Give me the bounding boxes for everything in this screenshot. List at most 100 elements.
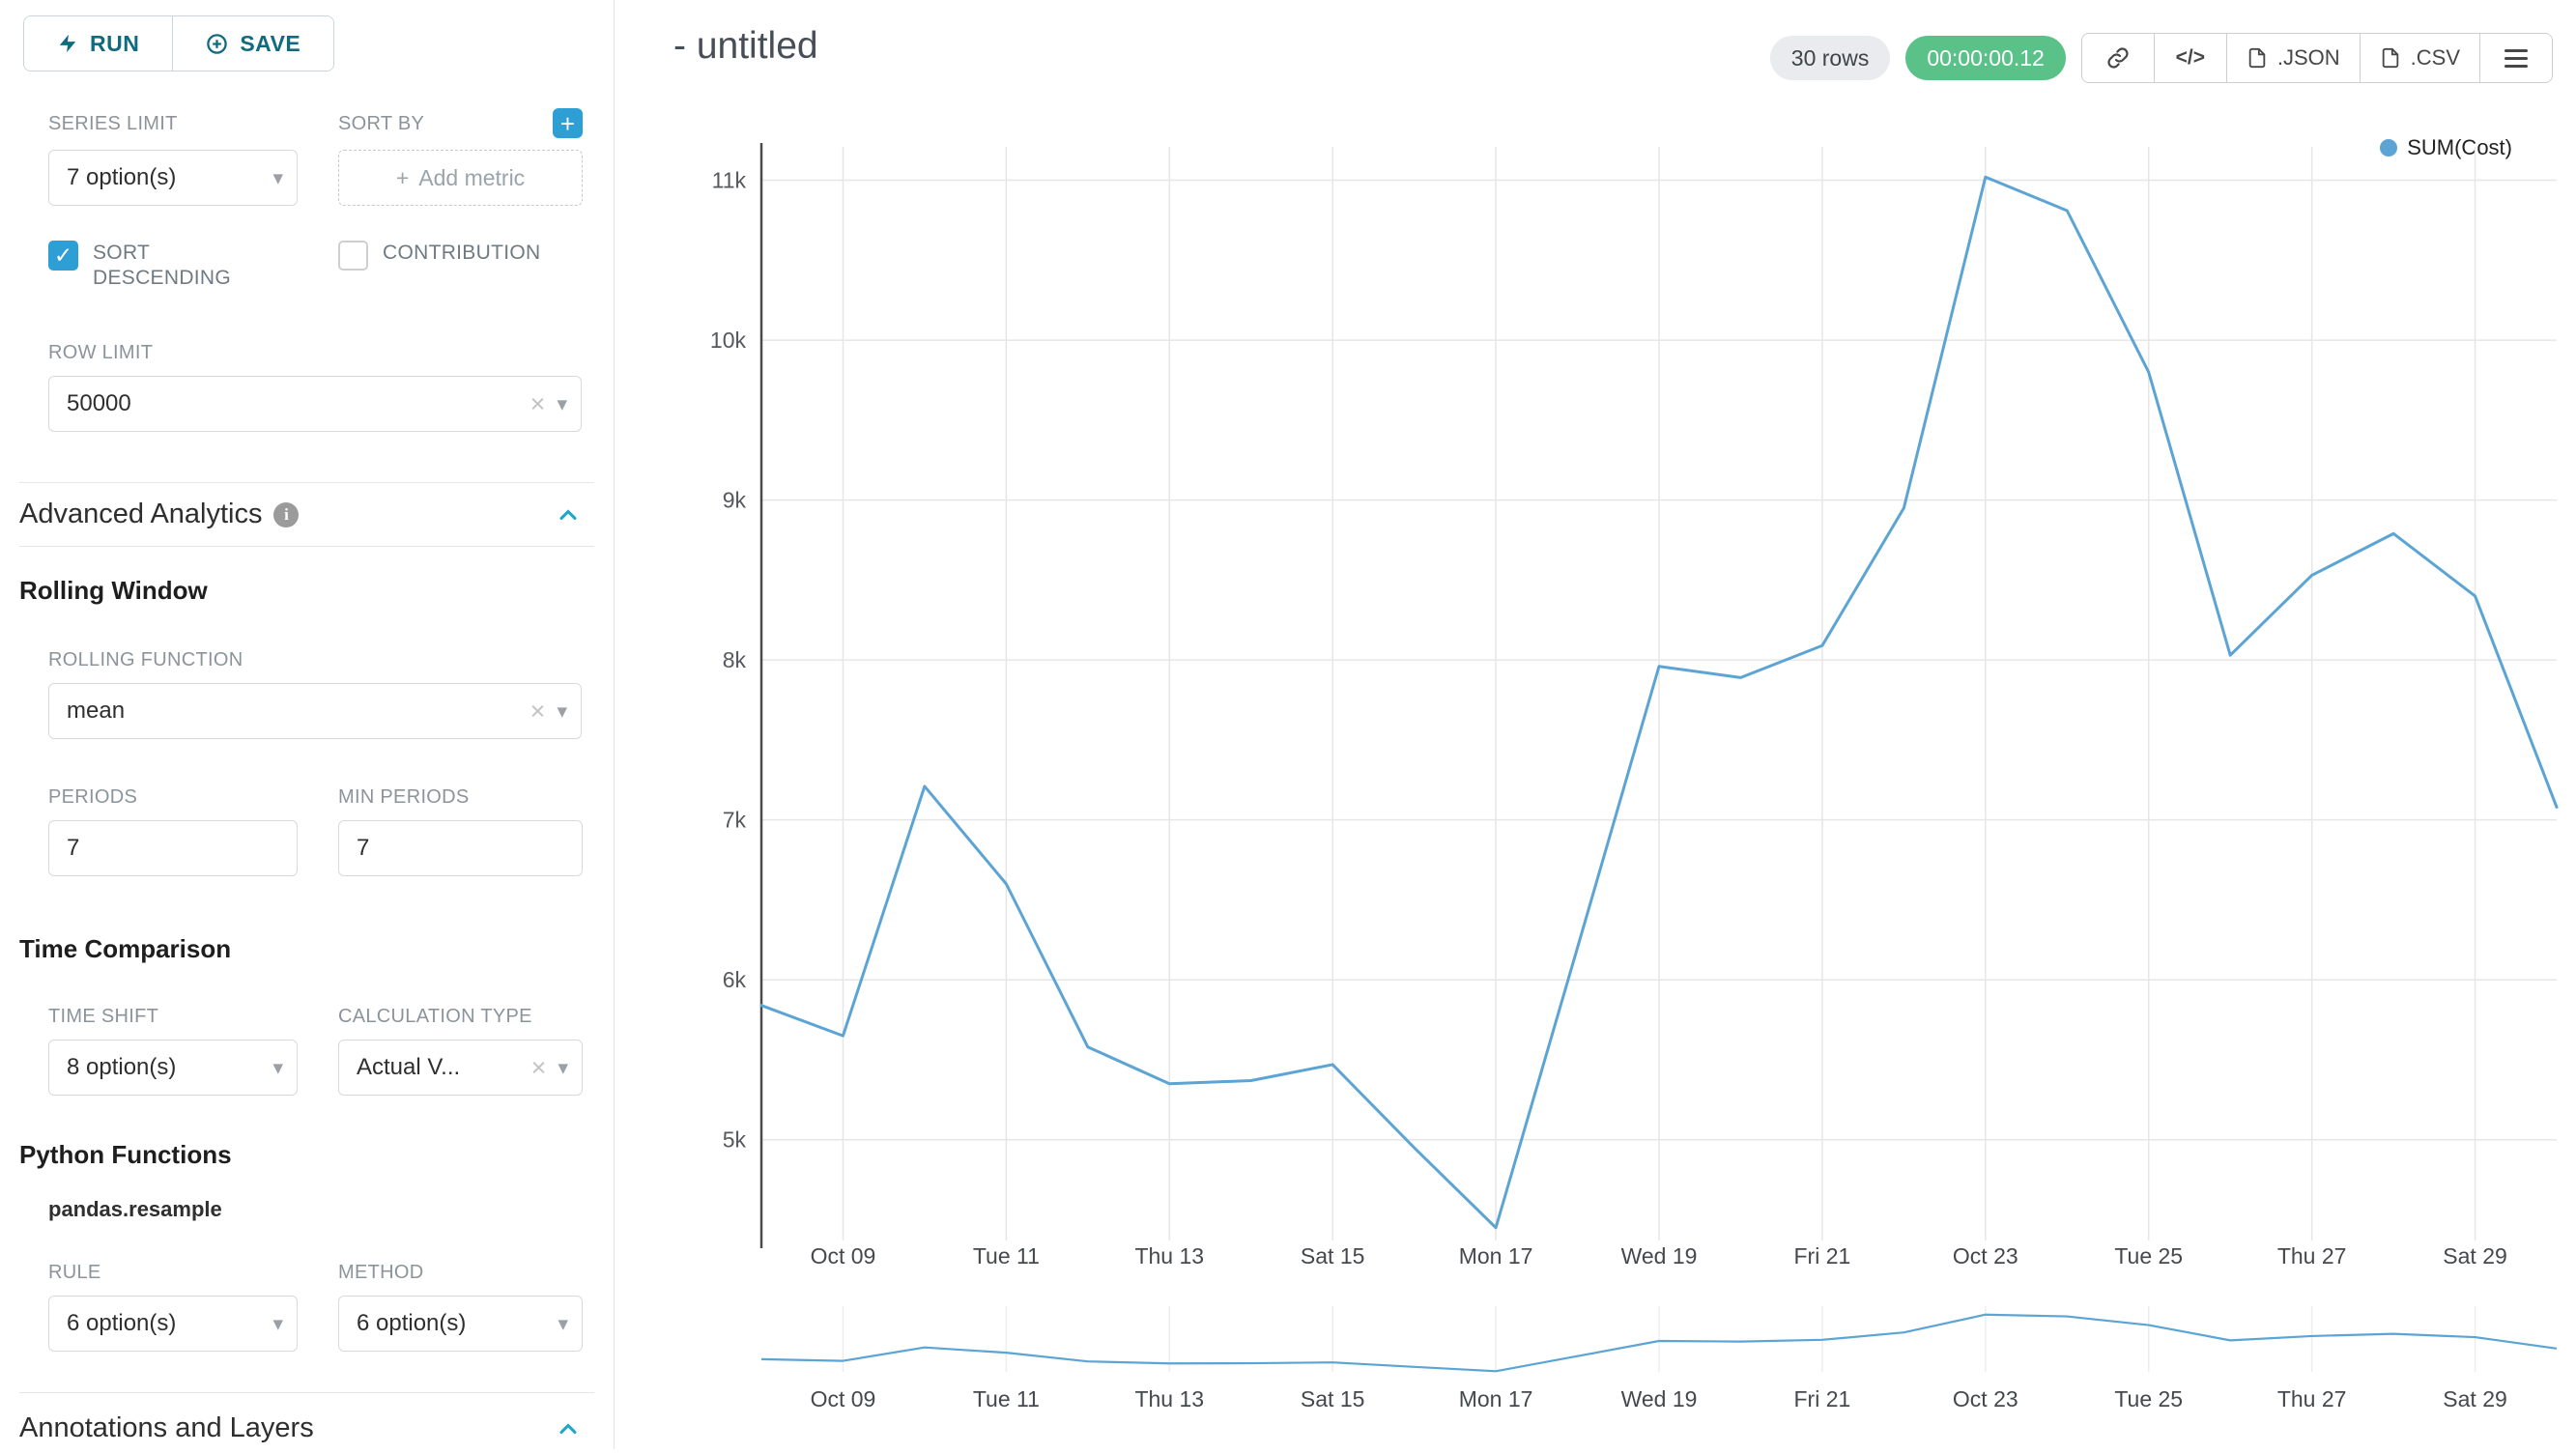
svg-text:Tue 11: Tue 11 xyxy=(973,1386,1040,1411)
export-button-group: </> .JSON .CSV xyxy=(2080,33,2553,83)
chart-panel: - untitled 30 rows 00:00:00.12 </> xyxy=(615,0,2576,1449)
python-functions-title: Python Functions xyxy=(19,1140,232,1169)
svg-text:Wed 19: Wed 19 xyxy=(1621,1386,1698,1411)
row-limit-label: ROW LIMIT xyxy=(48,342,154,363)
calculation-type-value: Actual V... xyxy=(357,1054,461,1080)
svg-text:Thu 27: Thu 27 xyxy=(2277,1386,2347,1411)
clear-icon[interactable]: × xyxy=(530,696,546,726)
annotations-layers-header[interactable]: Annotations and Layers xyxy=(0,1412,614,1444)
method-select[interactable]: 6 option(s) ▾ xyxy=(338,1296,583,1352)
svg-text:Sat 29: Sat 29 xyxy=(2443,1243,2507,1269)
sort-by-add-metric[interactable]: + Add metric xyxy=(338,150,583,206)
rolling-function-value: mean xyxy=(67,698,126,724)
svg-text:Fri 21: Fri 21 xyxy=(1794,1386,1851,1411)
svg-text:Sat 15: Sat 15 xyxy=(1301,1386,1365,1411)
save-button[interactable]: SAVE xyxy=(172,16,334,71)
contribution-label: CONTRIBUTION xyxy=(383,242,541,264)
section-divider xyxy=(19,546,594,547)
contribution-checkbox[interactable] xyxy=(338,241,368,271)
rule-label: RULE xyxy=(48,1262,101,1283)
caret-down-icon: ▾ xyxy=(272,166,283,189)
clear-icon[interactable]: × xyxy=(530,1052,547,1082)
export-csv-button[interactable]: .CSV xyxy=(2359,34,2479,82)
caret-down-icon: ▾ xyxy=(558,1056,568,1079)
timeseries-line-chart[interactable]: 5k 6k 7k 8k 9k 10k 11k Oct 09 Oct 09 Tue 11 Tue 11… xyxy=(615,116,2576,1449)
run-label: RUN xyxy=(90,30,140,56)
sort-descending-checkbox[interactable] xyxy=(48,241,78,271)
caret-down-icon: ▾ xyxy=(558,1312,568,1335)
chevron-up-icon[interactable] xyxy=(555,1415,582,1442)
chevron-up-icon[interactable] xyxy=(555,501,582,528)
periods-label: PERIODS xyxy=(48,786,138,808)
caret-down-icon: ▾ xyxy=(557,699,567,723)
min-periods-input[interactable] xyxy=(338,820,583,876)
periods-input[interactable] xyxy=(48,820,298,876)
time-comparison-title: Time Comparison xyxy=(19,934,232,963)
svg-text:11k: 11k xyxy=(712,168,747,193)
more-menu-button[interactable] xyxy=(2479,34,2552,82)
calculation-type-select[interactable]: Actual V... × ▾ xyxy=(338,1040,583,1096)
rolling-function-label: ROLLING FUNCTION xyxy=(48,649,243,670)
time-shift-value: 8 option(s) xyxy=(67,1054,177,1080)
svg-text:7k: 7k xyxy=(723,808,747,833)
calculation-type-label: CALCULATION TYPE xyxy=(338,1006,532,1027)
save-label: SAVE xyxy=(240,30,301,56)
chart-legend[interactable]: SUM(Cost) xyxy=(2380,135,2512,160)
caret-down-icon: ▾ xyxy=(557,392,567,415)
clear-icon[interactable]: × xyxy=(530,388,546,418)
svg-text:8k: 8k xyxy=(723,647,747,672)
add-metric-plus-button[interactable]: + xyxy=(553,108,583,138)
svg-text:Sat 29: Sat 29 xyxy=(2443,1386,2507,1411)
svg-text:Tue 11: Tue 11 xyxy=(973,1243,1040,1269)
svg-text:Wed 19: Wed 19 xyxy=(1621,1243,1698,1269)
svg-text:Thu 13: Thu 13 xyxy=(1134,1243,1204,1269)
row-limit-select[interactable]: 50000 × ▾ xyxy=(48,376,582,432)
rolling-function-select[interactable]: mean × ▾ xyxy=(48,683,582,739)
svg-text:Tue 25: Tue 25 xyxy=(2114,1243,2183,1269)
series-limit-select[interactable]: 7 option(s) ▾ xyxy=(48,150,298,206)
caret-down-icon: ▾ xyxy=(272,1056,283,1079)
svg-text:Oct 23: Oct 23 xyxy=(1953,1386,2018,1411)
add-metric-placeholder: Add metric xyxy=(418,164,526,190)
pandas-resample-label: pandas.resample xyxy=(48,1197,222,1221)
plus-icon: + xyxy=(559,108,576,138)
min-periods-label: MIN PERIODS xyxy=(338,786,470,808)
advanced-analytics-header[interactable]: Advanced Analytics i xyxy=(0,499,614,530)
legend-label: SUM(Cost) xyxy=(2407,135,2512,159)
svg-text:Thu 13: Thu 13 xyxy=(1134,1386,1204,1411)
plus-circle-icon xyxy=(207,33,228,54)
svg-text:5k: 5k xyxy=(723,1127,747,1153)
code-icon: </> xyxy=(2175,46,2206,69)
run-save-button-group: RUN SAVE xyxy=(23,15,335,71)
query-timer-badge: 00:00:00.12 xyxy=(1905,36,2066,80)
svg-text:Mon 17: Mon 17 xyxy=(1459,1386,1533,1411)
time-shift-select[interactable]: 8 option(s) ▾ xyxy=(48,1040,298,1096)
svg-text:Sat 15: Sat 15 xyxy=(1301,1243,1365,1269)
contribution-checkbox-row[interactable]: CONTRIBUTION xyxy=(338,241,583,291)
file-csv-icon xyxy=(2382,47,2398,69)
series-limit-value: 7 option(s) xyxy=(67,164,177,190)
svg-text:Oct 09: Oct 09 xyxy=(811,1243,876,1269)
chart-toolbar: 30 rows 00:00:00.12 </> .JSON xyxy=(1769,33,2553,83)
rule-select[interactable]: 6 option(s) ▾ xyxy=(48,1296,298,1352)
hamburger-icon xyxy=(2504,48,2528,68)
lightning-icon xyxy=(59,34,76,53)
svg-text:9k: 9k xyxy=(723,488,747,513)
export-json-button[interactable]: .JSON xyxy=(2225,34,2360,82)
link-icon xyxy=(2107,47,2129,69)
embed-code-button[interactable]: </> xyxy=(2153,34,2226,82)
sort-descending-checkbox-row[interactable]: SORT DESCENDING xyxy=(48,241,298,291)
run-button[interactable]: RUN xyxy=(24,16,173,71)
copy-link-button[interactable] xyxy=(2081,34,2154,82)
svg-text:Mon 17: Mon 17 xyxy=(1459,1243,1533,1269)
csv-label: .CSV xyxy=(2410,45,2460,70)
info-icon: i xyxy=(273,501,300,527)
rule-value: 6 option(s) xyxy=(67,1310,177,1336)
file-json-icon xyxy=(2248,47,2266,69)
series-limit-label: SERIES LIMIT xyxy=(48,112,178,134)
sort-descending-label: SORT DESCENDING xyxy=(93,242,232,289)
section-divider xyxy=(19,482,594,483)
svg-text:Fri 21: Fri 21 xyxy=(1794,1243,1851,1269)
timeseries-chart-area[interactable]: 5k 6k 7k 8k 9k 10k 11k Oct 09 Oct 09 Tue 11 Tue 11… xyxy=(615,116,2576,1449)
